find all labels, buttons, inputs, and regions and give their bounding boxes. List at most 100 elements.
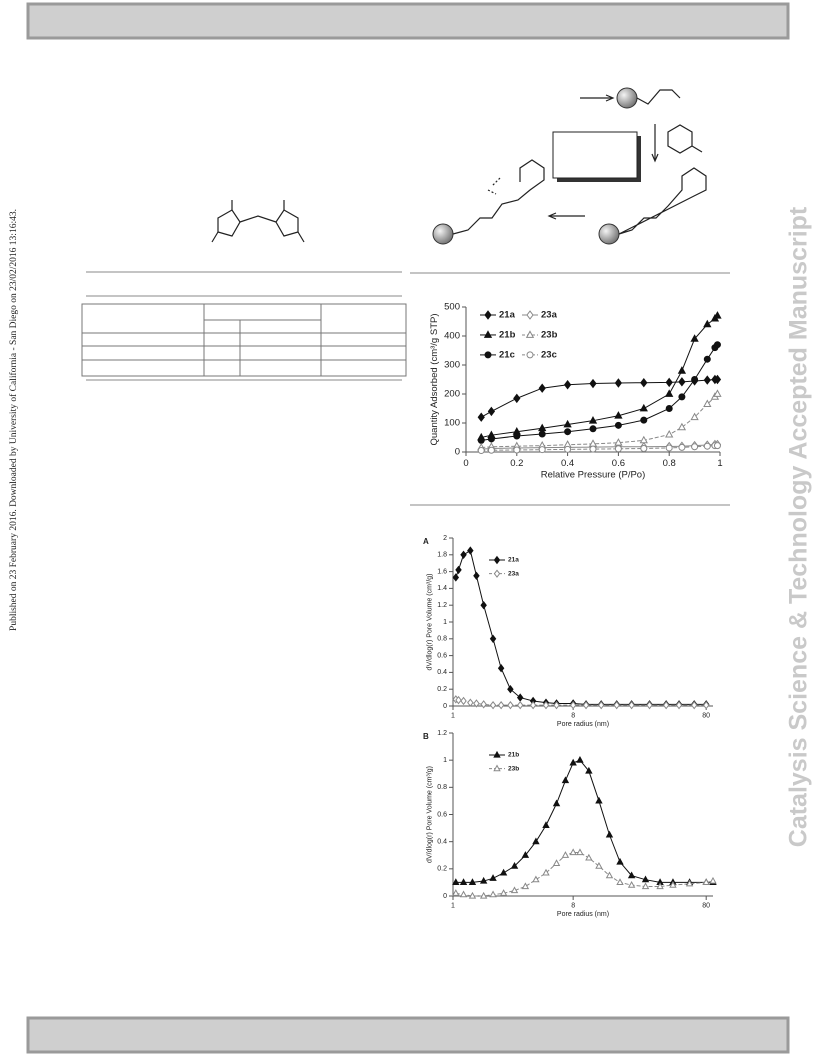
point	[542, 868, 550, 876]
x-tick-label: 0	[463, 458, 468, 469]
point	[487, 406, 496, 417]
y-tick-label: 0.4	[437, 839, 447, 846]
point	[467, 546, 474, 555]
legend-label: 21a	[499, 310, 516, 321]
x-tick-label: 8	[571, 902, 575, 909]
point	[452, 573, 460, 582]
legend-label: 21c	[499, 349, 515, 360]
point	[685, 879, 694, 887]
x-tick-label: 8	[571, 712, 575, 719]
legend-marker	[493, 750, 501, 758]
y-tick-label: 0.6	[437, 652, 447, 659]
point	[510, 861, 519, 869]
header-bar	[26, 2, 790, 40]
point	[628, 700, 635, 710]
point	[538, 446, 546, 454]
point	[552, 859, 561, 866]
point	[489, 890, 497, 898]
point	[576, 756, 584, 763]
point	[513, 446, 521, 454]
point	[678, 377, 686, 387]
point	[677, 366, 687, 374]
legend-label: 23a	[508, 570, 519, 577]
side-text: Published on 23 February 2016. Downloade…	[8, 209, 19, 631]
point	[605, 830, 614, 838]
point	[691, 443, 699, 451]
point	[690, 412, 699, 421]
point	[691, 376, 699, 383]
point	[616, 878, 624, 885]
point	[538, 383, 546, 393]
point	[641, 882, 650, 890]
point	[614, 445, 622, 453]
point	[497, 700, 505, 710]
y-tick-label: 400	[444, 331, 460, 342]
point	[678, 393, 686, 401]
point	[513, 393, 521, 404]
x-axis-label: Pore radius (nm)	[557, 911, 609, 918]
panel-label: A	[423, 537, 429, 546]
point	[473, 699, 480, 708]
x-tick-label: 0.8	[663, 458, 676, 469]
point	[477, 447, 485, 455]
series-line	[455, 852, 714, 897]
point	[569, 700, 577, 710]
point	[639, 403, 648, 412]
y-tick-label: 0.8	[437, 636, 447, 643]
scheme	[432, 87, 707, 245]
point	[713, 341, 721, 349]
x-tick-label: 1	[717, 458, 722, 469]
y-tick-label: 1	[443, 619, 447, 626]
point	[561, 851, 570, 858]
point	[585, 766, 593, 774]
point	[473, 571, 480, 581]
y-tick-label: 1.4	[437, 585, 447, 592]
point	[487, 446, 495, 454]
x-tick-label: 0.4	[561, 458, 574, 469]
point	[532, 837, 540, 845]
y-tick-label: 1.2	[437, 730, 447, 737]
legend-label: 23c	[541, 349, 557, 360]
point	[553, 700, 560, 710]
point	[480, 700, 487, 709]
legend-label: 21b	[499, 329, 516, 340]
point	[552, 799, 561, 807]
point	[588, 416, 598, 424]
point	[613, 700, 620, 710]
point	[703, 319, 712, 328]
point	[542, 821, 550, 828]
x-tick-label: 1	[451, 902, 455, 909]
point	[455, 565, 462, 575]
legend-marker	[526, 310, 534, 320]
point	[597, 700, 605, 710]
point	[640, 416, 648, 424]
y-tick-label: 300	[444, 360, 460, 371]
legend-label: 23b	[541, 329, 558, 340]
point	[479, 876, 488, 884]
legend-marker	[484, 310, 492, 320]
y-axis-label: dV/dlog(r) Pore Volume (cm³/g)	[427, 574, 434, 671]
y-tick-label: 0.2	[437, 866, 447, 873]
y-axis-label: dV/dlog(r) Pore Volume (cm³/g)	[427, 766, 434, 863]
point	[713, 311, 722, 319]
point	[627, 871, 636, 879]
point	[614, 411, 623, 419]
point	[516, 693, 524, 702]
point	[563, 419, 572, 428]
point	[468, 891, 477, 899]
point	[513, 432, 521, 440]
legend-label: 23b	[508, 765, 519, 772]
point	[703, 375, 711, 385]
series-line	[481, 315, 718, 438]
point	[713, 389, 722, 397]
point	[709, 876, 717, 884]
y-tick-label: 1.2	[437, 602, 447, 609]
point	[665, 444, 673, 452]
point	[702, 878, 710, 885]
point	[561, 776, 570, 784]
point	[639, 435, 648, 444]
point	[703, 399, 712, 408]
table	[81, 271, 407, 381]
y-tick-label: 100	[444, 418, 460, 429]
